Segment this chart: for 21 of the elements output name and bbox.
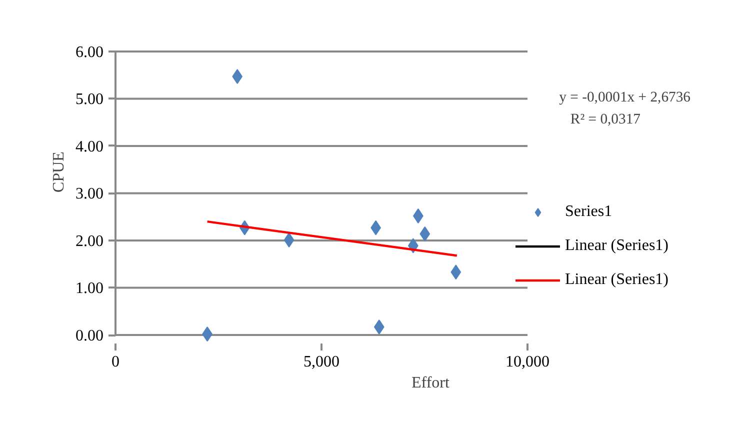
x-tick-label: 10,000: [506, 354, 550, 370]
y-tick-label: 6.00: [76, 44, 104, 61]
point: [284, 232, 294, 248]
x-axis-title: Effort: [412, 374, 450, 392]
text: y = -0,0001x + 2,6736: [559, 90, 691, 106]
x-tick-label: 5,000: [304, 354, 340, 370]
point: [420, 226, 430, 242]
point: [450, 264, 462, 280]
legend-label: Linear (Series1): [565, 237, 669, 255]
y-tick-label: 1.00: [76, 280, 104, 298]
text: R² = 0,0317: [570, 112, 641, 128]
point: [374, 319, 384, 334]
y-tick-label: 3.00: [76, 186, 104, 203]
y-tick-label: 4.00: [76, 138, 104, 156]
legend-label: Series1: [565, 203, 612, 221]
y-tick-label: 0.00: [76, 328, 104, 345]
legend-label: Linear (Series1): [565, 271, 669, 289]
y-axis-title: CPUE: [50, 152, 68, 192]
y-tick-label: 2.00: [76, 232, 104, 250]
y-tick-label: 5.00: [76, 91, 104, 108]
x-tick-label: 0: [112, 354, 120, 370]
